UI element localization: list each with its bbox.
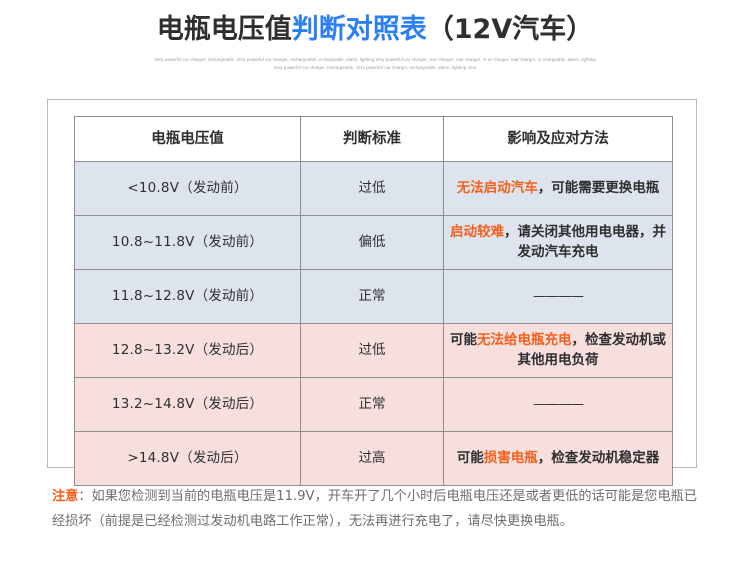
- cell-judgement: 偏低: [300, 215, 444, 270]
- page-title: 电瓶电压值判断对照表（12V汽车）: [0, 0, 750, 47]
- subtitle-block: Very powerful car charger, rechargeable,…: [65, 56, 685, 73]
- subtitle-line-1: Very powerful car charger, rechargeable,…: [154, 56, 596, 62]
- column-header-effect: 影响及应对方法: [443, 116, 673, 162]
- subtitle-line-2: Very powerful car charger, rechargeable,…: [273, 65, 477, 71]
- effect-rest: ，请关闭其他用电电器，并发动汽车充电: [504, 224, 666, 260]
- cell-voltage: 10.8~11.8V（发动前）: [74, 215, 301, 270]
- cell-effect: 启动较难，请关闭其他用电电器，并发动汽车充电: [443, 215, 673, 270]
- page-title-highlight: 判断对照表: [291, 14, 427, 45]
- table-header-row: 电瓶电压值 判断标准 影响及应对方法: [74, 116, 673, 162]
- effect-prefix: 可能: [456, 449, 484, 466]
- effect-dashes: ————: [533, 395, 584, 412]
- footer-note-label: 注意: [52, 489, 79, 504]
- cell-voltage: <10.8V（发动前）: [74, 161, 301, 216]
- cell-voltage: 12.8~13.2V（发动后）: [74, 323, 301, 378]
- cell-judgement: 正常: [300, 269, 444, 324]
- page-title-part2: （12V汽车）: [426, 14, 594, 45]
- effect-highlight: 启动较难: [450, 224, 504, 241]
- column-header-judge: 判断标准: [300, 116, 444, 162]
- cell-judgement: 过低: [300, 161, 444, 216]
- table-row: >14.8V（发动后） 过高 可能损害电瓶，检查发动机稳定器: [74, 431, 673, 486]
- cell-judgement: 过高: [300, 431, 444, 486]
- cell-effect: 无法启动汽车，可能需要更换电瓶: [443, 161, 673, 216]
- effect-rest: ，检查发动机稳定器: [537, 449, 660, 466]
- footer-note-body: ：如果您检测到当前的电瓶电压是11.9V，开车开了几个小时后电瓶电压还是或者更低…: [52, 489, 698, 529]
- effect-highlight: 无法启动汽车: [456, 179, 538, 196]
- cell-effect: ————: [443, 269, 673, 324]
- cell-effect: ————: [443, 377, 673, 432]
- cell-effect: 可能无法给电瓶充电，检查发动机或其他用电负荷: [443, 323, 673, 378]
- effect-dashes: ————: [533, 287, 584, 304]
- cell-effect: 可能损害电瓶，检查发动机稳定器: [443, 431, 673, 486]
- effect-highlight: 损害电瓶: [483, 449, 538, 466]
- cell-voltage: 13.2~14.8V（发动后）: [74, 377, 301, 432]
- page-title-part1: 电瓶电压值: [156, 14, 292, 45]
- effect-prefix: 可能: [450, 332, 477, 349]
- column-header-voltage: 电瓶电压值: [74, 116, 301, 162]
- effect-highlight: 无法给电瓶充电: [477, 332, 572, 349]
- cell-judgement: 正常: [300, 377, 444, 432]
- table-row: <10.8V（发动前） 过低 无法启动汽车，可能需要更换电瓶: [74, 161, 673, 216]
- voltage-reference-table: 电瓶电压值 判断标准 影响及应对方法 <10.8V（发动前） 过低 无法启动汽车，可…: [74, 116, 673, 486]
- table-row: 10.8~11.8V（发动前） 偏低 启动较难，请关闭其他用电电器，并发动汽车充电: [74, 215, 673, 270]
- effect-rest: ，检查发动机或其他用电负荷: [517, 332, 667, 368]
- footer-note: 注意：如果您检测到当前的电瓶电压是11.9V，开车开了几个小时后电瓶电压还是或者…: [52, 485, 707, 534]
- cell-judgement: 过低: [300, 323, 444, 378]
- cell-voltage: 11.8~12.8V（发动前）: [74, 269, 301, 324]
- table-row: 12.8~13.2V（发动后） 过低 可能无法给电瓶充电，检查发动机或其他用电负荷: [74, 323, 673, 378]
- table-row: 11.8~12.8V（发动前） 正常 ————: [74, 269, 673, 324]
- effect-rest: ，可能需要更换电瓶: [537, 179, 660, 196]
- table-row: 13.2~14.8V（发动后） 正常 ————: [74, 377, 673, 432]
- cell-voltage: >14.8V（发动后）: [74, 431, 301, 486]
